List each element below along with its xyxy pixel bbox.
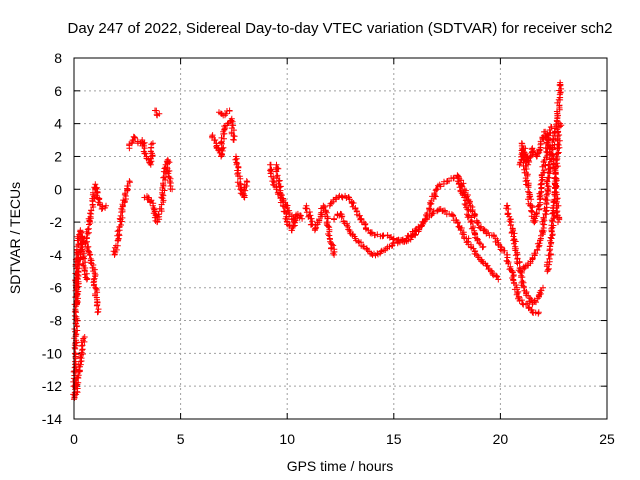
y-tick-label: -4 [50, 247, 63, 263]
y-tick-label: 0 [54, 181, 62, 197]
x-tick-label: 20 [493, 431, 509, 447]
x-axis-label: GPS time / hours [287, 458, 394, 474]
data-series-markers [70, 79, 565, 403]
x-tick-label: 5 [177, 431, 185, 447]
y-tick-label: 4 [54, 116, 62, 132]
chart-title: Day 247 of 2022, Sidereal Day-to-day VTE… [68, 20, 613, 37]
grid-lines [74, 58, 607, 419]
y-tick-label: -10 [42, 345, 62, 361]
plot-frame [73, 57, 608, 420]
y-tick-label: 2 [54, 148, 62, 164]
y-tick-label: -12 [42, 378, 62, 394]
x-tick-label: 15 [386, 431, 402, 447]
y-tick-label: -2 [50, 214, 63, 230]
data-points [70, 79, 565, 403]
y-tick-label: 6 [54, 83, 62, 99]
y-tick-label: 8 [54, 50, 62, 66]
x-tick-label: 25 [599, 431, 615, 447]
y-tick-label: -6 [50, 280, 63, 296]
axis-ticks: 0 5 10 15 20 25 -14 -12 -10 -8 -6 -4 -2 0 2 4 6 8 [42, 50, 615, 447]
x-tick-label: 0 [70, 431, 78, 447]
y-tick-label: -8 [50, 313, 63, 329]
y-axis-label: SDTVAR / TECUs [7, 182, 23, 294]
y-tick-label: -14 [42, 411, 62, 427]
x-tick-label: 10 [279, 431, 295, 447]
